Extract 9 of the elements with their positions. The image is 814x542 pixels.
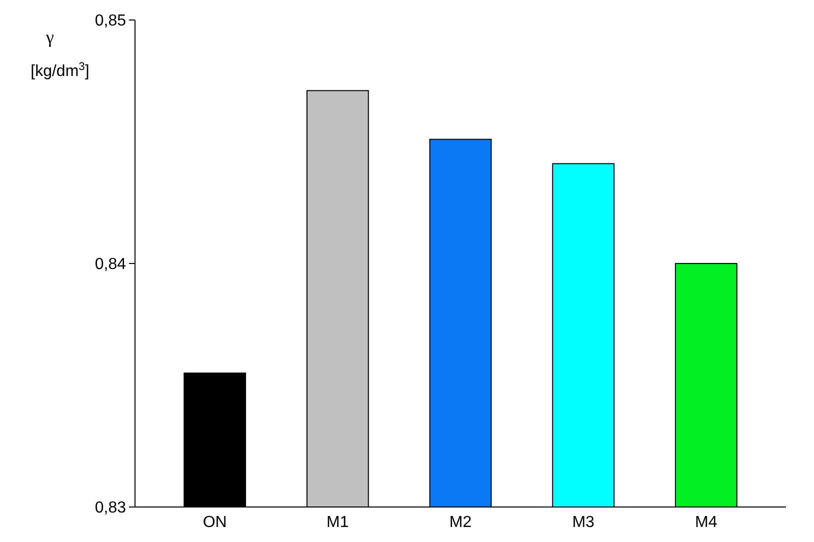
x-tick-label: M2 bbox=[449, 514, 472, 531]
x-tick-label: M4 bbox=[695, 514, 718, 531]
y-tick-label: 0,85 bbox=[94, 12, 126, 30]
y-axis-title: γ [kg/dm$^{3}$] bbox=[30, 27, 90, 80]
y-tick-label: 0,83 bbox=[94, 500, 126, 517]
x-tick-label: M1 bbox=[326, 514, 349, 531]
x-tick-label: M3 bbox=[572, 514, 595, 531]
y-tick-label: 0,84 bbox=[94, 256, 126, 274]
x-tick-label: ON bbox=[202, 514, 227, 531]
